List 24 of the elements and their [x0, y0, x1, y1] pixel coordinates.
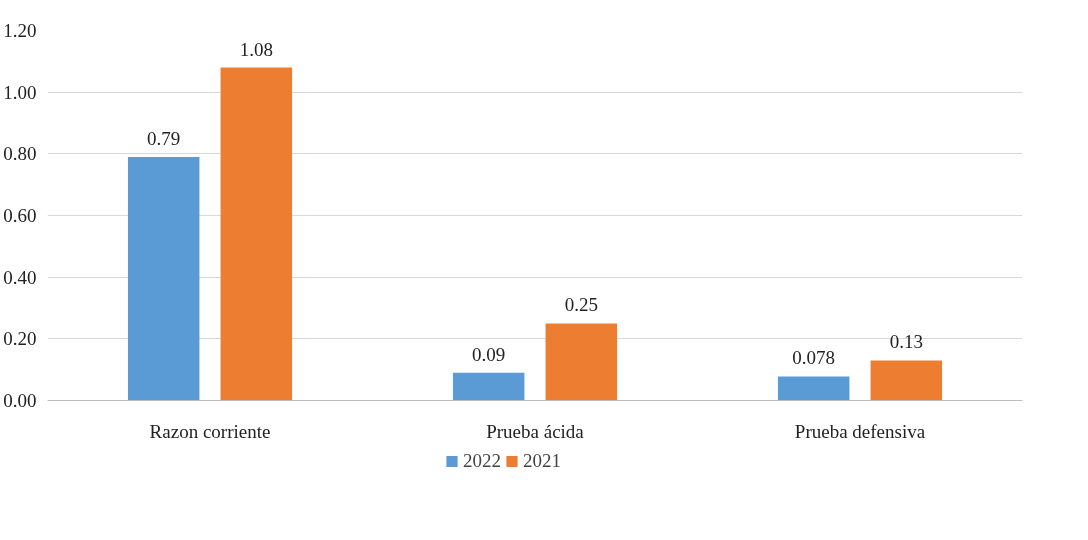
legend-label: 2021 [523, 450, 561, 472]
bar [777, 376, 850, 401]
data-label: 0.25 [564, 294, 598, 316]
bar [220, 67, 293, 401]
bar [870, 360, 943, 401]
y-tick-label: 1.00 [3, 81, 37, 103]
data-label: 0.078 [792, 347, 836, 369]
y-tick-label: 0.80 [3, 143, 37, 165]
legend-label: 2022 [463, 450, 501, 472]
y-tick-label: 0.60 [3, 205, 37, 226]
bar [127, 156, 200, 401]
data-label: 0.09 [472, 343, 506, 365]
y-tick-label: 0.00 [3, 390, 37, 411]
x-tick-label: Prueba defensiva [794, 420, 926, 442]
y-tick-label: 0.20 [3, 328, 37, 350]
y-tick-label: 0.40 [3, 266, 37, 288]
y-tick-label: 1.20 [3, 20, 37, 41]
bar [545, 323, 618, 401]
x-tick-label: Razon corriente [149, 420, 271, 442]
data-label: 0.79 [147, 127, 181, 149]
bar [452, 372, 525, 401]
data-label: 1.08 [239, 38, 273, 60]
x-tick-label: Prueba ácida [486, 420, 585, 442]
data-label: 0.13 [889, 331, 923, 353]
